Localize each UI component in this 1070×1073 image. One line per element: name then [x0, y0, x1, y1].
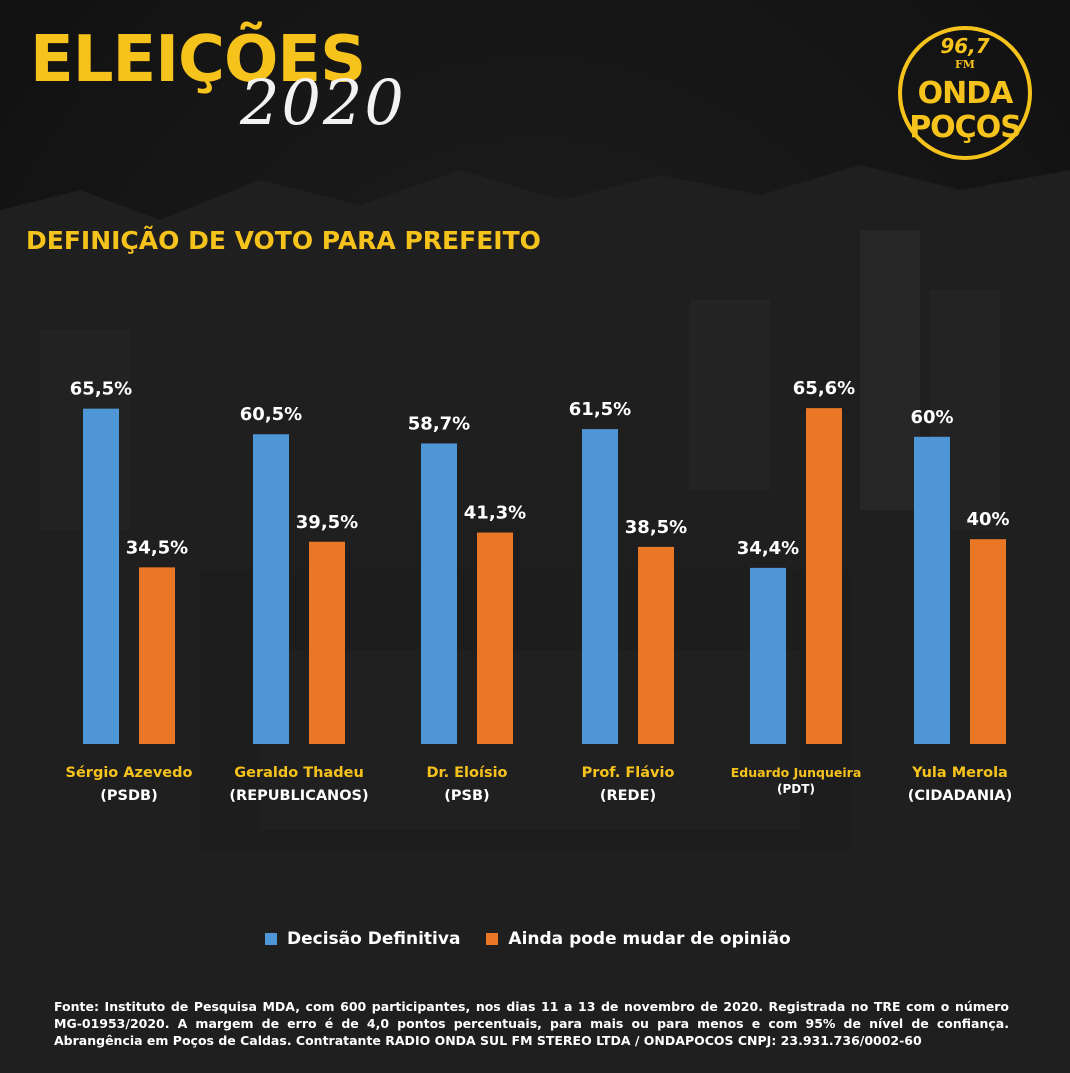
- data-label-definitive-4: 34,4%: [737, 538, 799, 559]
- bar-may-change-1: [309, 541, 345, 744]
- title-year: 2020: [240, 66, 406, 139]
- category-label-4: Eduardo Junqueira: [731, 765, 862, 780]
- bar-definitive-3: [582, 429, 618, 744]
- chart-legend: Decisão Definitiva Ainda pode mudar de o…: [265, 926, 791, 952]
- bar-may-change-5: [970, 539, 1006, 744]
- data-label-may-change-4: 65,6%: [793, 378, 855, 399]
- legend-label-definitive: Decisão Definitiva: [287, 929, 461, 949]
- category-label-2: Dr. Eloísio: [426, 765, 507, 781]
- logo-word-1: ONDA: [917, 76, 1014, 111]
- party-label-4: (PDT): [777, 782, 815, 796]
- category-label-1: Geraldo Thadeu: [234, 765, 364, 781]
- data-label-may-change-2: 41,3%: [464, 503, 526, 524]
- party-label-1: (REPUBLICANOS): [229, 788, 368, 804]
- data-label-definitive-2: 58,7%: [408, 413, 470, 434]
- data-label-definitive-3: 61,5%: [569, 399, 631, 420]
- party-label-3: (REDE): [600, 788, 656, 804]
- category-label-0: Sérgio Azevedo: [66, 765, 193, 781]
- data-label-may-change-5: 40%: [966, 509, 1009, 530]
- logo-frequency: 96,7: [940, 34, 990, 58]
- party-label-0: (PSDB): [100, 788, 157, 804]
- logo-word-2: POÇOS: [909, 110, 1022, 145]
- category-label-5: Yula Merola: [911, 765, 1008, 781]
- bar-may-change-2: [477, 532, 513, 744]
- data-label-definitive-5: 60%: [910, 407, 953, 428]
- legend-swatch-blue: [265, 933, 277, 945]
- bar-definitive-5: [914, 436, 950, 744]
- legend-item-may-change: Ainda pode mudar de opinião: [486, 929, 791, 949]
- data-label-may-change-3: 38,5%: [625, 517, 687, 538]
- bar-may-change-0: [139, 567, 175, 744]
- category-label-3: Prof. Flávio: [582, 765, 675, 781]
- data-label-may-change-1: 39,5%: [296, 512, 358, 533]
- source-footnote: Fonte: Instituto de Pesquisa MDA, com 60…: [54, 999, 1009, 1048]
- chart-title: DEFINIÇÃO DE VOTO PARA PREFEITO: [26, 226, 541, 255]
- bar-definitive-1: [253, 434, 289, 744]
- legend-swatch-orange: [486, 933, 499, 945]
- bar-definitive-4: [750, 567, 786, 744]
- logo-band: FM: [955, 58, 975, 71]
- party-label-2: (PSB): [444, 788, 489, 804]
- data-label-may-change-0: 34,5%: [126, 537, 188, 558]
- data-label-definitive-1: 60,5%: [240, 404, 302, 425]
- page-title: ELEIÇÕES: [30, 23, 366, 97]
- party-label-5: (CIDADANIA): [908, 788, 1013, 804]
- legend-item-definitive: Decisão Definitiva: [265, 929, 460, 949]
- bar-may-change-4: [806, 408, 842, 744]
- data-label-definitive-0: 65,5%: [70, 379, 132, 400]
- radio-logo: 96,7 FM ONDA POÇOS: [898, 26, 1032, 160]
- bar-may-change-3: [638, 546, 674, 744]
- bar-definitive-0: [83, 408, 119, 744]
- bar-definitive-2: [421, 443, 457, 744]
- legend-label-may-change: Ainda pode mudar de opinião: [508, 929, 791, 949]
